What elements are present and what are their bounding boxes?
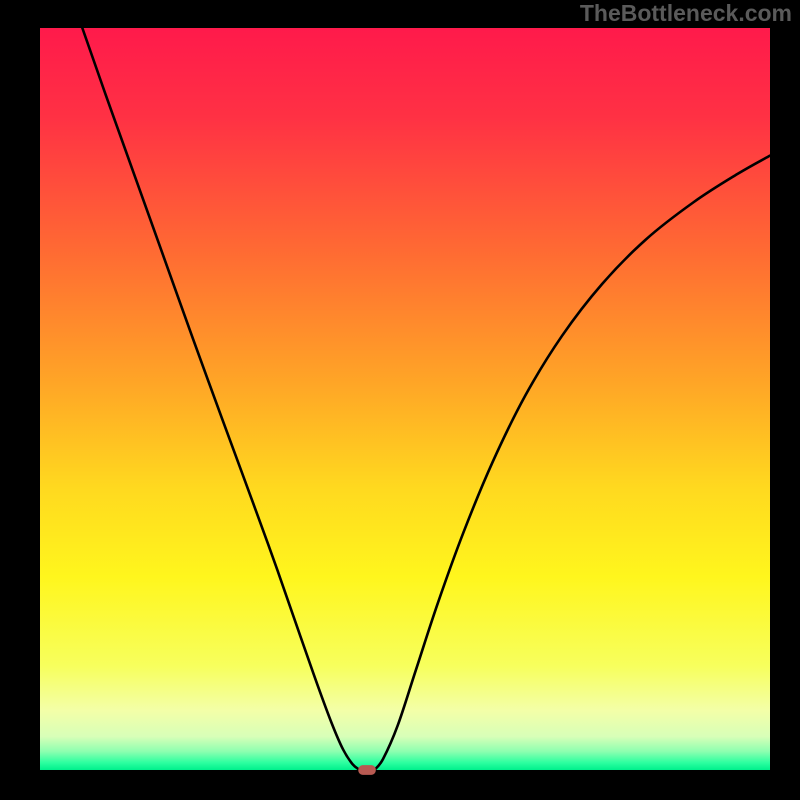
chart-container: TheBottleneck.com <box>0 0 800 800</box>
bottleneck-chart <box>0 0 800 800</box>
watermark-text: TheBottleneck.com <box>580 0 792 27</box>
chart-plot-area <box>40 28 770 770</box>
optimal-marker <box>358 765 376 775</box>
